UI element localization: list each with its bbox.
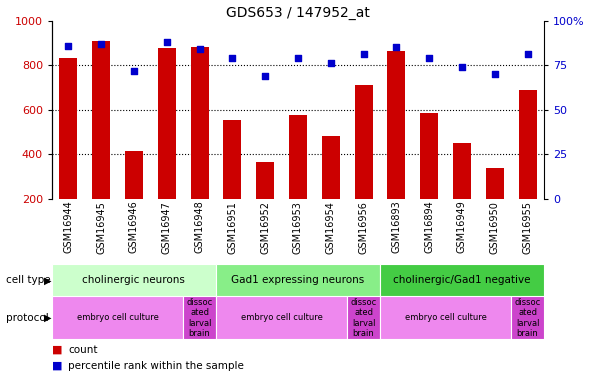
Text: GSM16956: GSM16956: [359, 201, 369, 254]
Bar: [183, 296, 216, 339]
Bar: [52, 296, 183, 339]
Text: protocol: protocol: [6, 313, 48, 323]
Point: [96, 41, 106, 47]
Text: ■: ■: [52, 361, 63, 371]
Text: embryo cell culture: embryo cell culture: [77, 314, 159, 322]
Bar: [256, 162, 274, 199]
Bar: [420, 113, 438, 199]
Bar: [191, 47, 208, 199]
Point: [293, 55, 303, 61]
Bar: [511, 296, 544, 339]
Point: [457, 64, 467, 70]
Text: GSM16954: GSM16954: [326, 201, 336, 254]
Bar: [158, 48, 176, 199]
Bar: [380, 264, 544, 296]
Text: ■: ■: [52, 345, 63, 355]
Text: ▶: ▶: [44, 313, 52, 323]
Text: count: count: [68, 345, 98, 355]
Text: GSM16945: GSM16945: [96, 201, 106, 254]
Point: [228, 55, 237, 61]
Text: GSM16893: GSM16893: [391, 201, 401, 254]
Bar: [224, 120, 241, 199]
Text: GSM16951: GSM16951: [227, 201, 237, 254]
Point: [523, 51, 532, 57]
Text: GSM16947: GSM16947: [162, 201, 172, 254]
Text: GSM16946: GSM16946: [129, 201, 139, 254]
Point: [162, 39, 172, 45]
Text: embryo cell culture: embryo cell culture: [405, 314, 487, 322]
Bar: [289, 115, 307, 199]
Bar: [519, 90, 536, 199]
Point: [490, 71, 500, 77]
Text: cell type: cell type: [6, 275, 51, 285]
Text: cholinergic/Gad1 negative: cholinergic/Gad1 negative: [393, 275, 531, 285]
Bar: [347, 296, 380, 339]
Point: [359, 51, 368, 57]
Text: GSM16944: GSM16944: [63, 201, 73, 254]
Text: dissoc
ated
larval
brain: dissoc ated larval brain: [350, 298, 376, 338]
Point: [64, 43, 73, 49]
Point: [392, 44, 401, 50]
Bar: [388, 51, 405, 199]
Bar: [453, 143, 471, 199]
Text: GSM16952: GSM16952: [260, 201, 270, 254]
Text: GSM16948: GSM16948: [195, 201, 205, 254]
Title: GDS653 / 147952_at: GDS653 / 147952_at: [226, 6, 370, 20]
Point: [326, 60, 336, 66]
Bar: [216, 264, 380, 296]
Text: Gad1 expressing neurons: Gad1 expressing neurons: [231, 275, 365, 285]
Text: dissoc
ated
larval
brain: dissoc ated larval brain: [514, 298, 540, 338]
Text: cholinergic neurons: cholinergic neurons: [83, 275, 185, 285]
Point: [424, 55, 434, 61]
Bar: [92, 40, 110, 199]
Text: dissoc
ated
larval
brain: dissoc ated larval brain: [186, 298, 212, 338]
Bar: [125, 151, 143, 199]
Point: [260, 73, 270, 79]
Text: ▶: ▶: [44, 275, 52, 285]
Text: GSM16949: GSM16949: [457, 201, 467, 254]
Text: GSM16894: GSM16894: [424, 201, 434, 254]
Bar: [60, 58, 77, 199]
Text: embryo cell culture: embryo cell culture: [241, 314, 323, 322]
Bar: [355, 85, 372, 199]
Text: GSM16950: GSM16950: [490, 201, 500, 254]
Bar: [52, 264, 216, 296]
Bar: [486, 168, 504, 199]
Text: percentile rank within the sample: percentile rank within the sample: [68, 361, 244, 371]
Bar: [216, 296, 347, 339]
Bar: [380, 296, 511, 339]
Text: GSM16953: GSM16953: [293, 201, 303, 254]
Bar: [322, 136, 340, 199]
Point: [129, 68, 139, 74]
Text: GSM16955: GSM16955: [523, 201, 533, 254]
Point: [195, 46, 204, 52]
